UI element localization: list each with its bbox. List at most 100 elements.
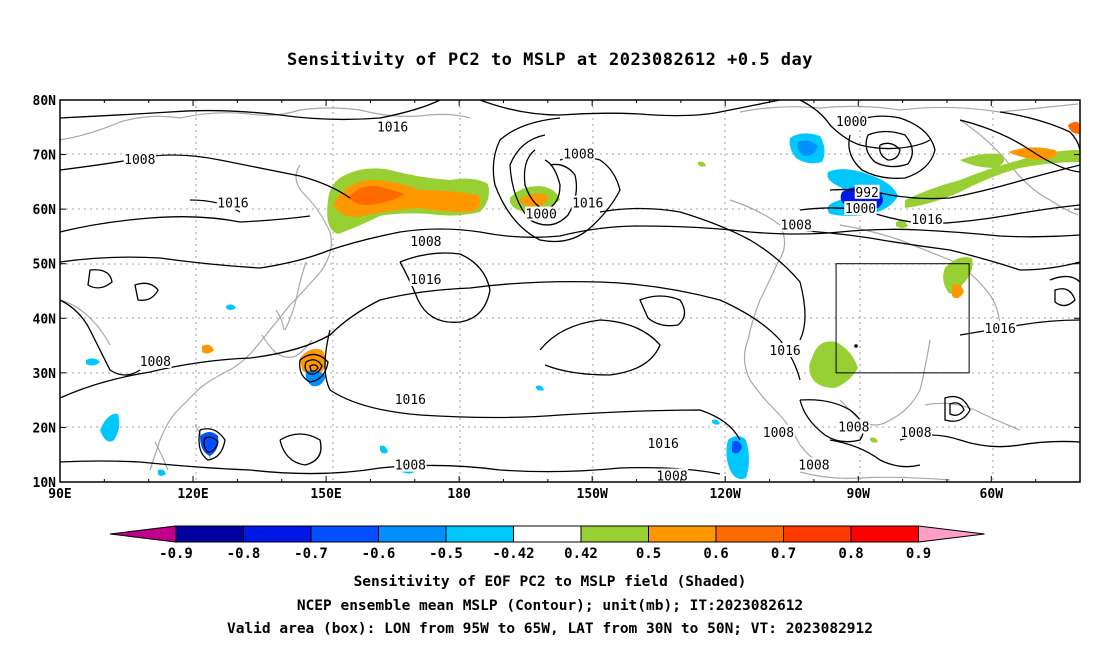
colorbar-swatch [243,525,312,543]
contour-label-bg [655,468,689,483]
contour-label-bg [899,424,933,439]
lon-label: 90E [48,487,71,502]
lon-label: 120W [710,487,741,502]
shade-nw-atlantic-green [943,257,973,294]
lat-label: 60N [33,203,57,218]
latitude-labels: 80N 70N 60N 50N 40N 30N 20N 10N [33,94,57,491]
contour-label-bg [409,233,443,248]
colorbar [109,525,985,543]
contour-label-bg [768,343,802,358]
colorbar-label: 0.42 [564,546,598,562]
contour-label: 1008 [124,153,155,168]
shade-gulf-green [809,341,858,388]
axis-ticks [59,99,1080,483]
contour-labels: 1016 1008 1016 1008 1016 1008 1016 1000 1016 1016… [123,113,1017,485]
colorbar-label: 0.7 [771,546,796,562]
shade-green-band-orange [1008,147,1058,160]
contour-label-bg [910,212,944,227]
colorbar-label: -0.42 [492,546,534,562]
shade-far-east-orange [1068,121,1080,134]
contour-label: 1008 [563,148,594,163]
caption-valid-area: Valid area (box): LON from 95W to 65W, L… [226,621,873,637]
contour-label: 1008 [781,219,812,234]
caption-contour: NCEP ensemble mean MSLP (Contour); unit(… [296,598,804,614]
shade-scs-blue [100,413,120,442]
contour-label: 1008 [798,459,829,474]
lat-label: 70N [33,149,57,164]
shade-canada-blue2 [797,140,818,156]
contour-label-bg [844,201,877,216]
contour-label-bg [216,195,250,210]
contour-label-bg [983,321,1017,336]
shade-siberia-dark [348,185,405,206]
shade-small-blue-4 [158,469,166,476]
contour-label-bg [571,195,604,210]
contour-label: 1016 [647,437,678,452]
contour-label-bg [779,217,813,232]
colorbar-label: -0.5 [429,546,463,562]
contour-label-bg [409,272,443,287]
valid-box-center-dot [854,344,858,348]
lon-label: 60W [980,487,1004,502]
contour-label: 1000 [526,208,557,223]
colorbar-label: -0.9 [159,546,193,562]
lon-label: 120E [177,487,208,502]
shade-small-blue-5 [226,304,236,310]
colorbar-swatch [580,525,649,543]
contour-label: 1016 [572,197,603,212]
shade-small-green-1 [896,220,908,228]
colorbar-swatch [378,525,447,543]
lon-label: 90W [847,487,871,502]
contour-label-bg [123,152,157,167]
colorbar-swatch [648,525,717,543]
colorbar-label: -0.7 [294,546,328,562]
shade-small-blue-8 [536,385,544,391]
colorbar-label: -0.8 [227,546,261,562]
contour-label: 1000 [836,115,867,130]
contour-label: 1000 [845,202,876,217]
colorbar-swatch [715,525,784,543]
colorbar-label: 0.8 [838,546,863,562]
lon-label: 150E [310,487,341,502]
contour-label: 1008 [395,459,426,474]
valid-area-box [835,263,970,374]
lat-label: 20N [33,421,57,436]
contour-label: 1016 [395,393,426,408]
lat-label: 50N [33,258,57,273]
colorbar-swatch [783,525,852,543]
contour-label-bg [835,113,868,128]
contour-label: 1008 [140,355,171,370]
contour-label: 1016 [769,344,800,359]
lat-label: 80N [33,94,57,109]
colorbar-swatch [310,525,379,543]
contour-label: 1008 [656,470,687,485]
lon-label: 150W [577,487,608,502]
contour-label: 1016 [410,273,441,288]
contour-label-bg [394,457,427,472]
caption-shaded: Sensitivity of EOF PC2 to MSLP field (Sh… [353,574,747,590]
shade-green-band2 [960,153,1004,168]
colorbar-label: 0.5 [636,546,661,562]
colorbar-swatch [850,525,919,543]
contour-label-bg [524,206,558,221]
colorbar-swatch [175,525,244,543]
coastlines [59,103,1079,481]
colorbar-label: -0.6 [362,546,396,562]
contour-label: 1008 [838,420,869,435]
shade-small-green-3 [870,437,878,443]
contour-label-bg [837,419,871,434]
lat-label: 10N [33,476,57,491]
longitude-labels: 90E 120E 150E 180 150W 120W 90W 60W [48,487,1003,502]
graticule [60,100,1080,482]
shade-nw-atlantic-orange [952,284,964,299]
contour-label-bg [854,184,880,199]
contour-label: 992 [855,186,878,201]
contour-label: 1016 [911,213,942,228]
shade-green-band [905,150,1080,208]
colorbar-swatch [513,525,582,543]
lat-label: 30N [33,367,57,382]
colorbar-high-arrow [918,525,985,543]
colorbar-label: 0.9 [906,546,931,562]
contour-label: 1008 [763,426,794,441]
colorbar-labels: -0.9 -0.8 -0.7 -0.6 -0.5 -0.42 0.42 0.5 0.6 0.7 0.… [159,546,931,562]
